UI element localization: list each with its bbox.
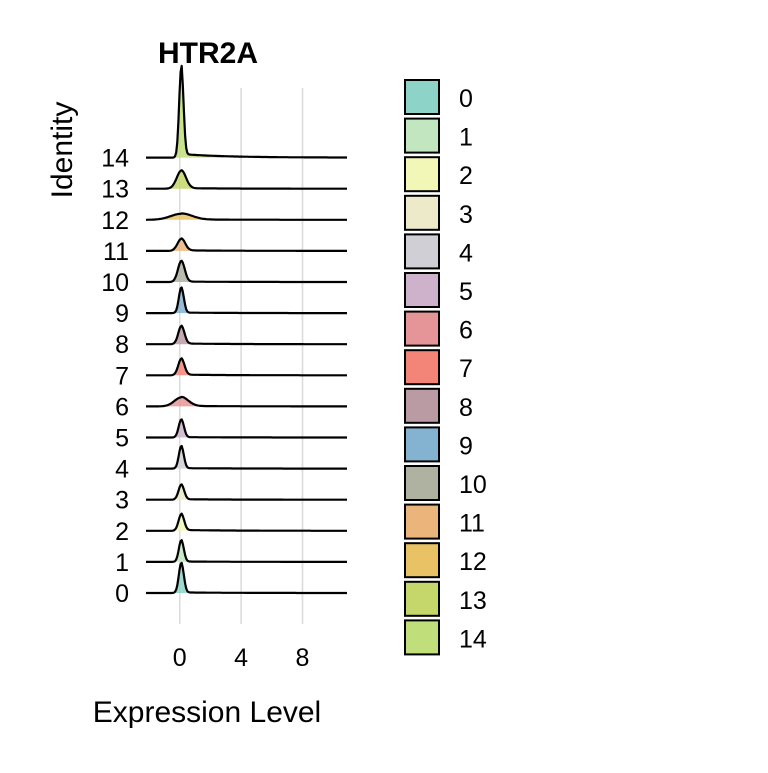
ridge-line-10 [146,259,347,284]
y-tick-label-13: 13 [101,176,129,204]
legend-key-9 [404,426,440,463]
legend-label-3: 3 [459,201,473,229]
ridge-line-1 [146,539,347,563]
chart-title: HTR2A [158,37,258,70]
legend-key-12 [404,542,440,579]
y-tick-label-6: 6 [115,393,129,421]
legend-label-9: 9 [459,432,473,460]
x-tick-label-2: 8 [296,644,310,672]
y-tick-label-2: 2 [115,518,129,546]
legend-key-14 [404,619,440,656]
y-tick-label-14: 14 [101,145,129,173]
y-tick-label-11: 11 [103,238,129,266]
legend-key-8 [404,387,440,424]
legend-label-13: 13 [459,587,487,615]
ridge-line-4 [146,444,347,470]
y-tick-label-12: 12 [101,207,129,235]
legend-label-7: 7 [459,355,473,383]
legend-key-2 [404,156,440,193]
ridge-line-3 [146,483,347,501]
ridge-line-13 [146,169,347,190]
y-tick-label-10: 10 [101,269,129,297]
y-axis-title: Identity [46,102,79,199]
legend-label-2: 2 [459,162,473,190]
ridge-fill-10 [146,260,347,282]
legend-label-1: 1 [459,124,473,152]
ridge-line-9 [146,286,347,315]
legend-label-12: 12 [459,548,487,576]
y-tick-label-3: 3 [115,487,129,515]
x-axis-title: Expression Level [93,696,321,729]
ridge-line-2 [146,512,347,532]
legend-label-8: 8 [459,394,473,422]
legend-label-10: 10 [459,471,487,499]
ridge-line-6 [146,395,347,408]
legend-key-10 [404,465,440,501]
legend-key-6 [404,310,440,347]
ridge-fill-6 [146,396,347,407]
ridge-line-11 [146,237,347,252]
legend-label-6: 6 [459,317,473,345]
y-tick-label-8: 8 [115,331,129,359]
legend-label-4: 4 [459,239,473,267]
ridges [146,64,347,595]
x-tick-label-0: 0 [173,644,187,672]
legend-key-11 [404,503,440,540]
legend-key-13 [404,580,440,617]
legend-key-3 [404,194,440,231]
legend-key-5 [404,272,440,308]
legend-key-4 [404,233,440,270]
legend-key-0 [404,79,440,115]
legend-label-11: 11 [459,510,485,538]
ridge-line-12 [146,212,347,221]
y-tick-label-1: 1 [115,549,129,577]
ridge-line-7 [146,357,347,377]
x-tick-label-1: 4 [234,644,248,672]
legend-label-5: 5 [459,278,473,306]
legend-key-1 [404,117,440,154]
y-tick-label-5: 5 [115,425,129,453]
legend-label-0: 0 [459,85,473,113]
y-tick-label-4: 4 [115,456,129,484]
x-tick-labels: 0 4 8 [173,644,310,672]
ridge-line-14 [146,64,347,159]
ridge-line-0 [146,561,347,595]
legend-label-14: 14 [459,625,487,653]
y-tick-label-9: 9 [115,300,129,328]
ridge-line-8 [146,324,347,346]
ridge-line-5 [146,418,347,439]
legend-key-7 [404,349,440,386]
y-tick-label-0: 0 [115,580,129,608]
y-tick-label-7: 7 [115,362,129,390]
grid-lines [178,88,304,624]
